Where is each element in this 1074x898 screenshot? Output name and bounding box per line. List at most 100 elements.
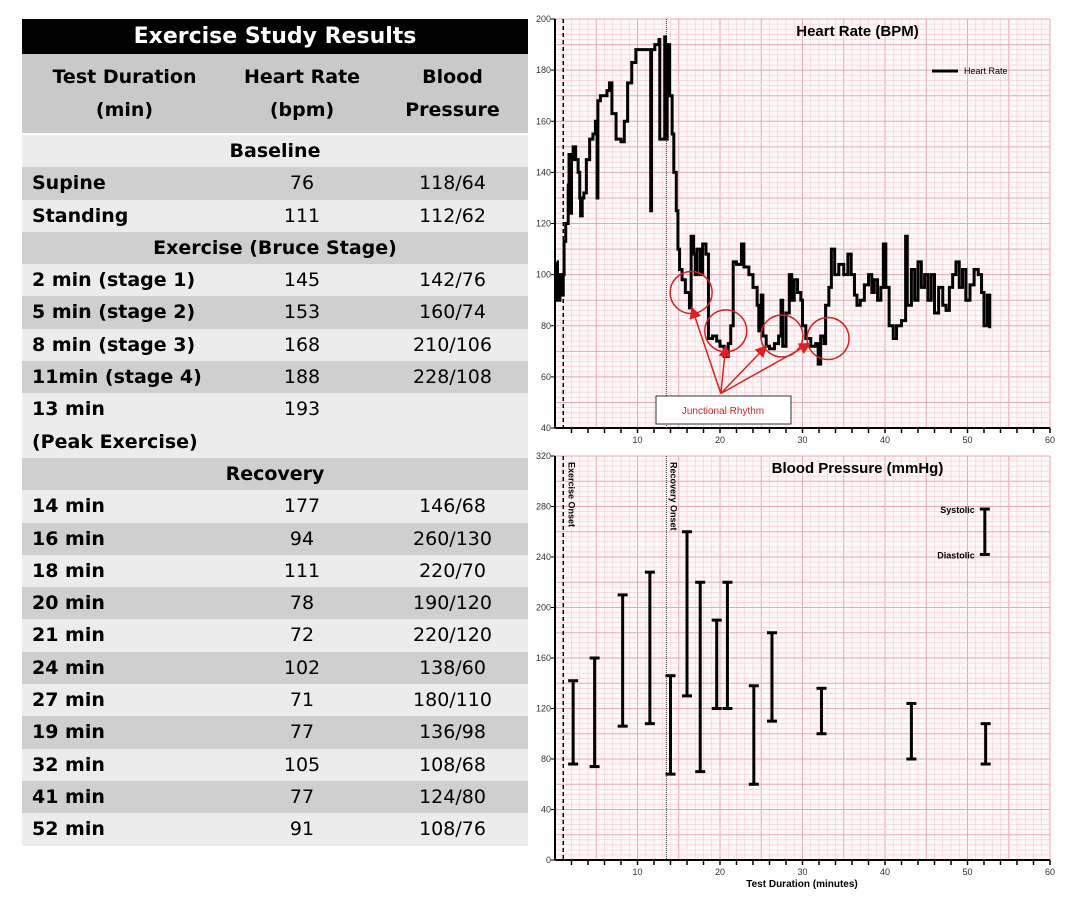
blood-pressure-cell: 180/110 — [413, 689, 492, 712]
blood-pressure-cell: 108/68 — [419, 753, 486, 776]
annotation-arrow — [689, 306, 722, 394]
table-row: 21 min 72 220/120 — [22, 619, 528, 652]
legend-label: Heart Rate — [964, 66, 1008, 76]
x-tick-label: 30 — [797, 435, 807, 445]
bp-range-bar — [906, 701, 917, 761]
section-label: Exercise (Bruce Stage) — [153, 236, 397, 259]
y-tick-label: 160 — [536, 653, 551, 663]
heart-rate-cell: 177 — [283, 495, 321, 518]
heart-rate-cell: 94 — [289, 527, 315, 550]
bp-range-bar — [617, 593, 628, 728]
bp-range-bar — [695, 580, 706, 774]
blood-pressure-cell: 190/120 — [413, 592, 492, 615]
section-label: Baseline — [229, 140, 321, 162]
heart-rate-cell: 72 — [289, 624, 315, 647]
heart-rate-cell: 77 — [289, 721, 315, 744]
table-row: Supine 76 118/64 — [22, 167, 528, 200]
blood-pressure-cell: 210/106 — [413, 333, 492, 356]
annotation-box — [655, 395, 792, 425]
exercise-onset-label: Exercise Onset — [566, 462, 576, 527]
duration-cell: 2 min (stage 1) — [32, 269, 196, 292]
table-row: 52 min 91 108/76 — [22, 813, 528, 846]
duration-cell: 27 min — [32, 689, 105, 712]
y-tick-label: 180 — [536, 65, 551, 75]
chart-title: Heart Rate (BPM) — [796, 23, 919, 40]
blood-pressure-cell: 138/60 — [419, 656, 486, 679]
bp-range-bar — [816, 686, 827, 736]
heart-rate-cell: 76 — [289, 172, 315, 195]
heart-rate-cell: 77 — [289, 785, 315, 808]
table-row: 14 min 177 146/68 — [22, 490, 528, 523]
blood-pressure-cell: 118/64 — [419, 172, 486, 195]
bp-range-bar — [711, 618, 722, 710]
heart-rate-cell: 91 — [289, 818, 315, 841]
y-tick-label: 240 — [536, 552, 551, 562]
y-tick-label: 100 — [536, 270, 551, 280]
blood-pressure-cell: 142/76 — [419, 269, 486, 292]
header-blood-pressure: Blood Pressure — [405, 65, 500, 121]
duration-cell: 52 min — [32, 818, 105, 841]
header-heart-rate: Heart Rate (bpm) — [243, 65, 361, 121]
heart-rate-cell: 78 — [289, 592, 315, 615]
y-tick-label: 160 — [536, 116, 551, 126]
table-row: Standing 111 112/62 — [22, 199, 528, 232]
x-tick-label: 10 — [632, 435, 642, 445]
table-row: 8 min (stage 3) 168 210/106 — [22, 328, 528, 362]
heart-rate-cell: 111 — [283, 559, 321, 582]
duration-cell: 18 min — [32, 559, 105, 582]
blood-pressure-cell: 220/120 — [413, 624, 492, 647]
table-row: 27 min 71 180/110 — [22, 684, 528, 717]
legend-diastolic: Diastolic — [937, 550, 975, 560]
x-tick-label: 50 — [962, 867, 972, 877]
table-section-row: Baseline — [22, 135, 528, 168]
blood-pressure-cell: 228/108 — [413, 366, 492, 389]
duration-cell: 5 min (stage 2) — [32, 301, 196, 324]
duration-cell: 32 min — [32, 753, 105, 776]
heart-rate-cell: 105 — [283, 753, 321, 776]
bp-range-bar — [766, 631, 777, 723]
bp-range-bar — [589, 656, 600, 769]
duration-cell: 24 min — [32, 656, 105, 679]
table-row: 24 min 102 138/60 — [22, 651, 528, 685]
x-tick-label: 60 — [1045, 867, 1055, 877]
x-tick-label: 40 — [880, 867, 890, 877]
table-section-row: Recovery — [22, 457, 528, 491]
x-tick-label: 40 — [880, 435, 890, 445]
bp-range-bar — [980, 722, 991, 766]
bp-range-bar — [644, 570, 655, 726]
blood-pressure-cell: 112/62 — [419, 204, 486, 227]
table-row: 20 min 78 190/120 — [22, 587, 528, 620]
y-tick-label: 120 — [536, 704, 551, 714]
x-tick-label: 50 — [962, 435, 972, 445]
table-row: 5 min (stage 2) 153 160/74 — [22, 296, 528, 329]
duration-cell: 21 min — [32, 624, 105, 647]
heart-rate-cell: 153 — [283, 301, 321, 324]
y-tick-label: 40 — [541, 805, 551, 815]
heart-rate-cell: 71 — [289, 689, 315, 712]
heart-rate-cell: 188 — [283, 366, 321, 389]
y-tick-label: 40 — [541, 423, 551, 433]
recovery-onset-label: Recovery Onset — [668, 462, 678, 531]
x-tick-label: 10 — [632, 867, 642, 877]
exercise-results-table: Exercise Study Results Test Duration (mi… — [22, 19, 528, 846]
blood-pressure-cell: 260/130 — [413, 527, 492, 550]
duration-cell: 11min (stage 4) — [32, 366, 202, 389]
bp-range-bar — [722, 580, 733, 710]
table-row: 2 min (stage 1) 145 142/76 — [22, 264, 528, 297]
y-tick-label: 80 — [541, 754, 551, 764]
table-title: Exercise Study Results — [22, 19, 528, 54]
heart-rate-cell: 193 — [283, 398, 321, 421]
bp-range-bar — [682, 530, 692, 698]
table-row: 11min (stage 4) 188 228/108 — [22, 361, 528, 394]
table-row: 16 min 94 260/130 — [22, 522, 528, 555]
blood-pressure-cell: 160/74 — [419, 301, 486, 324]
y-tick-label: 140 — [536, 167, 551, 177]
heart-rate-cell: 168 — [283, 333, 321, 356]
table-row: 32 min 105 108/68 — [22, 748, 528, 781]
duration-cell: 19 min — [32, 721, 105, 744]
legend-systolic: Systolic — [940, 505, 975, 515]
bp-range-bar — [568, 679, 579, 766]
blood-pressure-cell: 220/70 — [419, 559, 486, 582]
